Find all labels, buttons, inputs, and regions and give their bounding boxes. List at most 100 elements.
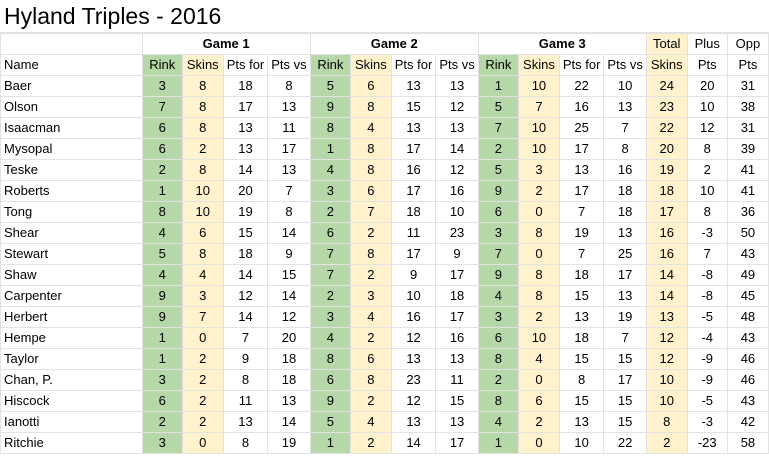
g1-skins-cell: 8 <box>181 159 224 181</box>
total-skins-cell: 16 <box>645 222 688 244</box>
g3-skins-cell: 0 <box>518 432 560 454</box>
g3-skins-cell: 10 <box>518 138 560 160</box>
g2-rink-cell: 4 <box>309 159 351 181</box>
g2-rink-cell: 9 <box>309 390 351 412</box>
g1-rink-cell: 5 <box>141 243 183 265</box>
g3-pts-vs-cell: 16 <box>603 159 647 181</box>
g3-pts-for-cell: 19 <box>558 222 605 244</box>
g2-pts-for-cell: 11 <box>390 222 437 244</box>
total-skins-cell: 20 <box>645 138 688 160</box>
g1-pts-for-cell: 12 <box>222 285 269 307</box>
g1-pts-vs-cell: 14 <box>267 222 311 244</box>
g1-pts-for-cell: 19 <box>222 201 269 223</box>
g1-pts-for-cell: 15 <box>222 222 269 244</box>
table-row: Herbert 9 7 14 12 3 4 16 17 3 2 13 19 13 -5 48 <box>0 306 769 328</box>
g3-rink-cell: 4 <box>477 285 520 307</box>
player-name: Shear <box>0 222 143 244</box>
plus-pts-cell: 20 <box>686 75 728 97</box>
g3-skins-cell: 8 <box>518 285 560 307</box>
g2-skins-cell: 8 <box>349 96 392 118</box>
g1-rink-cell: 6 <box>141 390 183 412</box>
g2-skins-cell: 4 <box>349 117 392 139</box>
g1-pts-for-cell: 13 <box>222 138 269 160</box>
plus-pts-cell: 10 <box>686 96 728 118</box>
g3-pts-for-cell: 16 <box>558 96 605 118</box>
g3-rink-cell: 4 <box>477 411 520 433</box>
plus-pts-cell: -9 <box>686 348 728 370</box>
g1-skins-cell: 8 <box>181 243 224 265</box>
g3-pts-vs-cell: 19 <box>603 306 647 328</box>
total-skins-cell: 14 <box>645 285 688 307</box>
g3-skins-cell: 4 <box>518 348 560 370</box>
total-skins-cell: 24 <box>645 75 688 97</box>
g1-rink-cell: 4 <box>141 222 183 244</box>
g2-rink-cell: 6 <box>309 369 351 391</box>
g3-rink-cell: 2 <box>477 369 520 391</box>
g3-rink-cell: 7 <box>477 117 520 139</box>
g1-pts-vs-cell: 7 <box>267 180 311 202</box>
g2-skins-cell: 4 <box>349 306 392 328</box>
total-skins-cell: 10 <box>645 390 688 412</box>
g3-pts-vs-cell: 7 <box>603 327 647 349</box>
total-skins-cell: 19 <box>645 159 688 181</box>
header-row-games: Game 1 Game 2 Game 3 Total Plus Opp <box>0 33 769 55</box>
g1-pts-vs-cell: 13 <box>267 159 311 181</box>
table-row: Baer 3 8 18 8 5 6 13 13 1 10 22 10 24 20 31 <box>0 75 769 97</box>
g1-pts-vs-cell: 15 <box>267 264 311 286</box>
g1-skins-cell: 10 <box>181 180 224 202</box>
plus-pts-cell: -8 <box>686 264 728 286</box>
g3-pts-vs-cell: 18 <box>603 180 647 202</box>
table-row: Hiscock 6 2 11 13 9 2 12 15 8 6 15 15 10 -5 43 <box>0 390 769 412</box>
g3-pts-for-cell: 22 <box>558 75 605 97</box>
player-name: Teske <box>0 159 143 181</box>
g1-pts-for-cell: 18 <box>222 243 269 265</box>
g3-rink-cell: 9 <box>477 180 520 202</box>
player-name: Ritchie <box>0 432 143 454</box>
table-row: Taylor 1 2 9 18 8 6 13 13 8 4 15 15 12 -9 46 <box>0 348 769 370</box>
g3-pts-for-cell: 18 <box>558 327 605 349</box>
g2-pts-vs-cell: 16 <box>435 327 479 349</box>
g2-rink-cell: 1 <box>309 432 351 454</box>
table-row: Carpenter 9 3 12 14 2 3 10 18 4 8 15 13 14 -8 45 <box>0 285 769 307</box>
g2-pts-vs-cell: 11 <box>435 369 479 391</box>
g3-rink-cell: 7 <box>477 243 520 265</box>
g1-pts-for-cell: 20 <box>222 180 269 202</box>
plus-pts-cell: -8 <box>686 285 728 307</box>
total-skins-cell: 18 <box>645 180 688 202</box>
g3-rink-cell: 1 <box>477 432 520 454</box>
g2-rink-cell: 8 <box>309 348 351 370</box>
g2-skins-cell: 2 <box>349 390 392 412</box>
g1-rink-cell: 2 <box>141 411 183 433</box>
g2-pts-for-cell: 13 <box>390 348 437 370</box>
g1-rink-cell: 9 <box>141 306 183 328</box>
g1-skins-cell: 0 <box>181 432 224 454</box>
header-total-skins: Skins <box>645 54 688 76</box>
opp-pts-cell: 46 <box>726 369 769 391</box>
g1-skins-cell: 2 <box>181 390 224 412</box>
table-row: Olson 7 8 17 13 9 8 15 12 5 7 16 13 23 10 38 <box>0 96 769 118</box>
table-row: Shear 4 6 15 14 6 2 11 23 3 8 19 13 16 -3 50 <box>0 222 769 244</box>
g2-rink-cell: 2 <box>309 285 351 307</box>
g1-rink-cell: 8 <box>141 201 183 223</box>
g3-pts-vs-cell: 17 <box>603 264 647 286</box>
plus-pts-cell: 10 <box>686 180 728 202</box>
g3-pts-for-cell: 15 <box>558 348 605 370</box>
g1-pts-vs-cell: 14 <box>267 411 311 433</box>
plus-pts-cell: -23 <box>686 432 728 454</box>
g1-pts-vs-cell: 13 <box>267 96 311 118</box>
g2-rink-cell: 8 <box>309 117 351 139</box>
table-row: Isaacman 6 8 13 11 8 4 13 13 7 10 25 7 22 12 31 <box>0 117 769 139</box>
g1-rink-cell: 2 <box>141 159 183 181</box>
header-total: Total <box>645 33 688 55</box>
g2-pts-vs-cell: 14 <box>435 138 479 160</box>
g2-skins-cell: 2 <box>349 432 392 454</box>
g1-pts-for-cell: 17 <box>222 96 269 118</box>
g3-pts-for-cell: 13 <box>558 159 605 181</box>
player-name: Shaw <box>0 264 143 286</box>
header-g3-pts-for: Pts for <box>558 54 605 76</box>
g2-skins-cell: 3 <box>349 285 392 307</box>
g2-skins-cell: 2 <box>349 327 392 349</box>
g1-pts-vs-cell: 18 <box>267 348 311 370</box>
g2-skins-cell: 8 <box>349 159 392 181</box>
g2-rink-cell: 3 <box>309 306 351 328</box>
